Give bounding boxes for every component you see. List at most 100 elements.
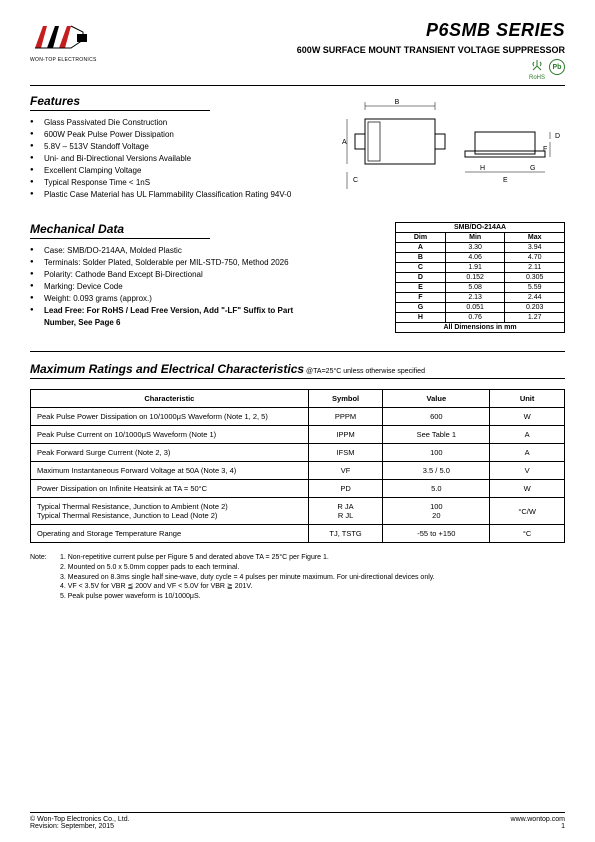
ratings-cell: W — [490, 408, 565, 426]
ratings-cell: Peak Pulse Power Dissipation on 10/1000μ… — [31, 408, 309, 426]
dim-cell: 5.08 — [445, 283, 505, 293]
ratings-cell: TJ, TSTG — [308, 525, 383, 543]
list-item: Polarity: Cathode Band Except Bi-Directi… — [30, 269, 315, 281]
ratings-cell: V — [490, 462, 565, 480]
features-row: Features Glass Passivated Die Constructi… — [30, 94, 565, 214]
mechanical-heading: Mechanical Data — [30, 222, 210, 239]
list-item: 5.8V – 513V Standoff Voltage — [30, 141, 315, 153]
svg-text:H: H — [480, 165, 485, 172]
ratings-cell: 100 — [383, 444, 490, 462]
dim-cell: 0.305 — [505, 273, 565, 283]
table-row: Peak Pulse Power Dissipation on 10/1000μ… — [31, 408, 565, 426]
note-item: 3. Measured on 8.3ms single half sine-wa… — [60, 573, 565, 583]
dim-table-caption: SMB/DO-214AA — [396, 223, 565, 233]
title-block: P6SMB SERIES 600W SURFACE MOUNT TRANSIEN… — [297, 20, 565, 81]
ratings-cell: A — [490, 444, 565, 462]
ratings-cell: PPPM — [308, 408, 383, 426]
ratings-cell: W — [490, 480, 565, 498]
ratings-cell: Maximum Instantaneous Forward Voltage at… — [31, 462, 309, 480]
footer-page: 1 — [511, 823, 565, 830]
dim-cell: 0.203 — [505, 303, 565, 313]
svg-text:D: D — [555, 133, 560, 140]
svg-text:E: E — [503, 177, 508, 184]
mechanical-row: Mechanical Data Case: SMB/DO-214AA, Mold… — [30, 222, 565, 333]
dim-cell: 3.94 — [505, 243, 565, 253]
ratings-table: Characteristic Symbol Value Unit Peak Pu… — [30, 389, 565, 543]
list-item: 600W Peak Pulse Power Dissipation — [30, 129, 315, 141]
dim-cell: C — [396, 263, 446, 273]
header-rule — [30, 85, 565, 86]
features-list: Glass Passivated Die Construction 600W P… — [30, 117, 315, 201]
note-item: 4. VF < 3.5V for VBR ≦ 200V and VF < 5.0… — [60, 582, 565, 592]
dim-header: Dim — [396, 233, 446, 243]
series-subtitle: 600W SURFACE MOUNT TRANSIENT VOLTAGE SUP… — [297, 45, 565, 55]
ratings-cell: 3.5 / 5.0 — [383, 462, 490, 480]
dim-cell: 0.152 — [445, 273, 505, 283]
dim-cell: 0.051 — [445, 303, 505, 313]
dim-cell: D — [396, 273, 446, 283]
ratings-cell: PD — [308, 480, 383, 498]
ratings-cell: Typical Thermal Resistance, Junction to … — [31, 498, 309, 525]
company-logo-block: WON-TOP ELECTRONICS — [30, 20, 97, 63]
note-item: 2. Mounted on 5.0 x 5.0mm copper pads to… — [60, 563, 565, 573]
table-row: Maximum Instantaneous Forward Voltage at… — [31, 462, 565, 480]
page-header: WON-TOP ELECTRONICS P6SMB SERIES 600W SU… — [30, 20, 565, 81]
list-item: Weight: 0.093 grams (approx.) — [30, 293, 315, 305]
ratings-cell: Power Dissipation on Infinite Heatsink a… — [31, 480, 309, 498]
ratings-cell: VF — [308, 462, 383, 480]
list-item: Excellent Clamping Voltage — [30, 165, 315, 177]
dim-cell: 5.59 — [505, 283, 565, 293]
svg-text:C: C — [353, 177, 358, 184]
dim-cell: 1.27 — [505, 313, 565, 323]
dim-cell: H — [396, 313, 446, 323]
mechanical-list: Case: SMB/DO-214AA, Molded Plastic Termi… — [30, 245, 315, 329]
ratings-cell: R JA R JL — [308, 498, 383, 525]
rohs-icon: RoHS — [529, 59, 545, 81]
features-column: Features Glass Passivated Die Constructi… — [30, 94, 315, 214]
ratings-cell: 5.0 — [383, 480, 490, 498]
dimension-table-column: SMB/DO-214AA Dim Min Max A3.303.94 B4.06… — [335, 222, 565, 333]
ratings-heading: Maximum Ratings and Electrical Character… — [30, 362, 304, 376]
ratings-cell: -55 to +150 — [383, 525, 490, 543]
ratings-cell: 600 — [383, 408, 490, 426]
note-item: 5. Peak pulse power waveform is 10/1000μ… — [60, 592, 565, 602]
package-diagram-column: B A C D F E H G — [335, 94, 565, 214]
ratings-header: Unit — [490, 390, 565, 408]
dim-header: Min — [445, 233, 505, 243]
table-row: Peak Pulse Current on 10/1000μS Waveform… — [31, 426, 565, 444]
svg-text:F: F — [543, 146, 547, 153]
dim-cell: G — [396, 303, 446, 313]
ratings-cell: See Table 1 — [383, 426, 490, 444]
dim-cell: 4.70 — [505, 253, 565, 263]
ratings-header: Characteristic — [31, 390, 309, 408]
footer-copyright: © Won-Top Electronics Co., Ltd. — [30, 816, 130, 823]
ratings-cell: °C/W — [490, 498, 565, 525]
table-row: Peak Forward Surge Current (Note 2, 3)IF… — [31, 444, 565, 462]
dim-header: Max — [505, 233, 565, 243]
ratings-heading-row: Maximum Ratings and Electrical Character… — [30, 362, 565, 379]
ratings-cell: °C — [490, 525, 565, 543]
note-item: 1. Non-repetitive current pulse per Figu… — [60, 553, 565, 563]
company-name: WON-TOP ELECTRONICS — [30, 57, 97, 63]
ratings-cell: 100 20 — [383, 498, 490, 525]
table-row: Operating and Storage Temperature RangeT… — [31, 525, 565, 543]
dim-cell: 0.76 — [445, 313, 505, 323]
ratings-cell: Operating and Storage Temperature Range — [31, 525, 309, 543]
dim-cell: B — [396, 253, 446, 263]
svg-text:A: A — [342, 139, 347, 146]
ratings-condition: @TA=25°C unless otherwise specified — [304, 368, 425, 375]
package-outline-diagram: B A C D F E H G — [335, 94, 565, 204]
dim-cell: E — [396, 283, 446, 293]
dim-cell: F — [396, 293, 446, 303]
dimension-table: SMB/DO-214AA Dim Min Max A3.303.94 B4.06… — [395, 222, 565, 333]
ratings-cell: IPPM — [308, 426, 383, 444]
table-row: Power Dissipation on Infinite Heatsink a… — [31, 480, 565, 498]
ratings-header: Symbol — [308, 390, 383, 408]
ratings-cell: Peak Forward Surge Current (Note 2, 3) — [31, 444, 309, 462]
footer-url: www.wontop.com — [511, 816, 565, 823]
notes-block: Note: 1. Non-repetitive current pulse pe… — [30, 553, 565, 602]
footer-revision: Revision: September, 2015 — [30, 823, 130, 830]
page-footer: © Won-Top Electronics Co., Ltd. Revision… — [30, 812, 565, 830]
list-item: Case: SMB/DO-214AA, Molded Plastic — [30, 245, 315, 257]
list-item: Terminals: Solder Plated, Solderable per… — [30, 257, 315, 269]
